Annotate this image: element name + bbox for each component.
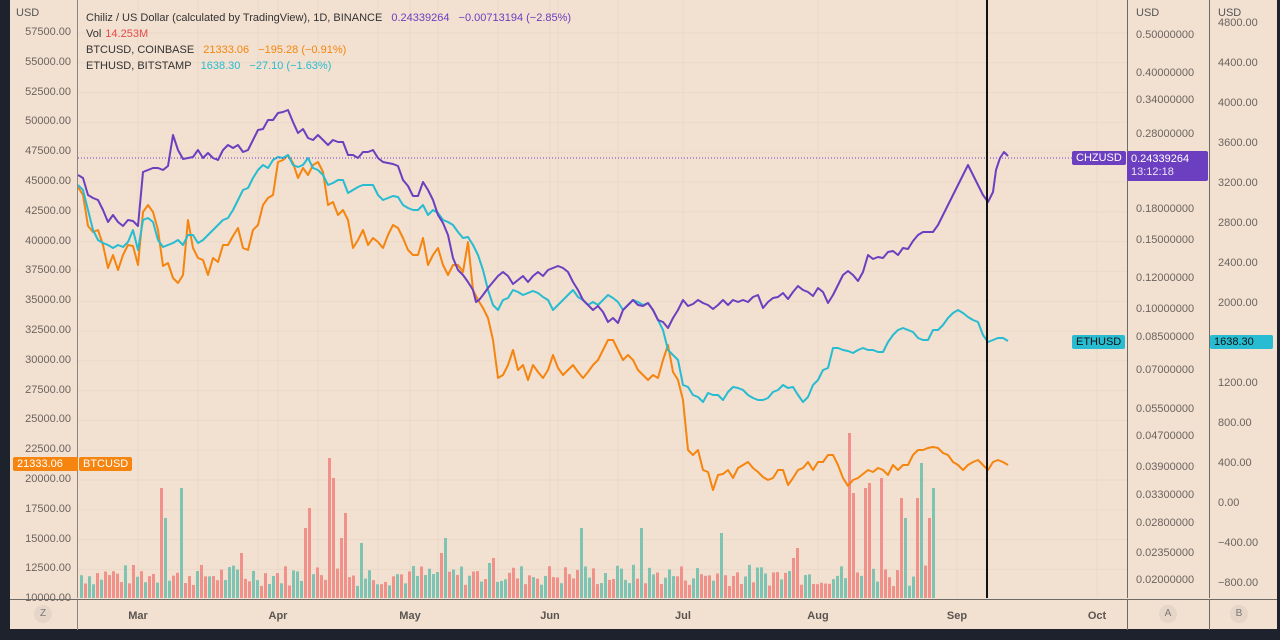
axis-tick-label: 57500.00 — [25, 26, 71, 38]
axis-tick-label: 0.12000000 — [1136, 272, 1195, 284]
axis-tick-label: 32500.00 — [25, 324, 71, 336]
axis-tick-label: 0.40000000 — [1136, 67, 1195, 79]
axis-tick-label: 4000.00 — [1218, 97, 1258, 109]
axis-tick-label: 1200.00 — [1218, 377, 1258, 389]
axis-tick-label: 0.02800000 — [1136, 517, 1195, 529]
axis-tick-label: 0.28000000 — [1136, 128, 1195, 140]
axis-tick-label: 0.03900000 — [1136, 461, 1195, 473]
axis-tick-label: 0.07000000 — [1136, 364, 1195, 376]
axis-a-button[interactable]: A — [1159, 605, 1177, 623]
axis-tick-label: 40000.00 — [25, 234, 71, 247]
axis-tick-label: 0.10000000 — [1136, 303, 1195, 315]
axis-tick-label: 37500.00 — [25, 264, 71, 277]
left-axis-title: USD — [16, 7, 40, 19]
axis-tick-label: −400.00 — [1218, 537, 1259, 549]
legend-main-row[interactable]: Chiliz / US Dollar (calculated by Tradin… — [86, 10, 577, 26]
axis-tick-label: 2000.00 — [1218, 297, 1258, 309]
axis-tick-label: 12500.00 — [25, 562, 71, 575]
volume-value: 14.253M — [105, 28, 149, 40]
btcusd-line[interactable] — [78, 154, 1009, 491]
axis-tick-label: 0.00 — [1218, 497, 1240, 509]
time-axis[interactable]: Z Mar Apr May Jun Jul Aug Sep Oct A B — [10, 599, 1277, 630]
chz-symbol-tag: CHZUSD — [1072, 151, 1126, 165]
axis-tick-label: −800.00 — [1218, 577, 1259, 589]
axis-tick-label: 20000.00 — [25, 473, 71, 485]
chz-price: 0.24339264 — [1131, 153, 1190, 165]
axis-tick-label: 30000.00 — [25, 353, 71, 366]
axis-tick-label: 27500.00 — [25, 383, 71, 396]
legend: Chiliz / US Dollar (calculated by Tradin… — [86, 10, 577, 74]
month-label: May — [399, 610, 421, 622]
axis-a-title: USD — [1136, 7, 1160, 19]
axis-tick-label: 0.15000000 — [1136, 234, 1195, 246]
month-label: Sep — [946, 610, 968, 622]
axis-tick-label: 4400.00 — [1218, 57, 1258, 69]
month-label: Aug — [807, 610, 829, 622]
chz-countdown: 13:12:18 — [1131, 166, 1174, 178]
eth-price: 1638.30 — [200, 60, 241, 72]
btc-title: BTCUSD, COINBASE — [86, 44, 195, 56]
price-axis-a[interactable]: USD 0.50000000 0.40000000 0.34000000 0.2800… — [1127, 0, 1209, 598]
axis-tick-label: 35000.00 — [25, 294, 71, 307]
month-label: Apr — [268, 610, 288, 622]
main-change: −0.00713194 (−2.85%) — [458, 12, 572, 24]
axis-tick-label: 42500.00 — [25, 204, 71, 217]
axis-tick-label: 52500.00 — [25, 85, 71, 98]
btc-change: −195.28 (−0.91%) — [258, 44, 347, 56]
axis-tick-label: 800.00 — [1218, 417, 1252, 429]
eth-price-tag: 1638.30 — [1210, 335, 1273, 349]
axis-tick-label: 15000.00 — [25, 532, 71, 545]
month-label: Jun — [540, 610, 560, 622]
auto-scale-z-button[interactable]: Z — [34, 605, 52, 623]
chzusd-line[interactable] — [78, 109, 1009, 329]
axis-tick-label: 0.02000000 — [1136, 574, 1195, 586]
left-price-axis[interactable]: USD 57500.00 55000.00 52500.00 50000.00 4750… — [10, 0, 78, 604]
legend-eth-row[interactable]: ETHUSD, BITSTAMP 1638.30 −27.10 (−1.63%) — [86, 58, 577, 74]
eth-title: ETHUSD, BITSTAMP — [86, 60, 192, 72]
axis-tick-label: 0.04700000 — [1136, 430, 1195, 442]
main-price: 0.24339264 — [391, 12, 450, 24]
btc-price-tag: 21333.06 — [13, 457, 78, 471]
axis-tick-label: 0.03300000 — [1136, 489, 1195, 501]
axis-tick-label: 2800.00 — [1218, 217, 1258, 229]
axis-tick-label: 0.08500000 — [1136, 331, 1195, 343]
axis-tick-label: 10000.00 — [25, 592, 71, 605]
price-axis-b[interactable]: USD 4800.00 4400.00 4000.00 3600.00 3200.00 2… — [1209, 0, 1278, 598]
volume-label: Vol — [86, 28, 102, 40]
plot-area[interactable] — [78, 0, 1127, 598]
axis-tick-label: 22500.00 — [25, 443, 71, 456]
btc-price: 21333.06 — [203, 44, 250, 56]
eth-symbol-tag: ETHUSD — [1072, 335, 1126, 349]
axis-b-button[interactable]: B — [1230, 605, 1248, 623]
chart-window: USD 57500.00 55000.00 52500.00 50000.00 4750… — [10, 0, 1278, 630]
axis-tick-label: 0.02350000 — [1136, 547, 1195, 559]
axis-tick-label: 0.34000000 — [1136, 94, 1195, 106]
legend-volume-row[interactable]: Vol 14.253M — [86, 26, 577, 42]
ethusd-line[interactable] — [78, 154, 1009, 403]
axis-tick-label: 0.50000000 — [1136, 29, 1195, 41]
month-label: Oct — [1087, 610, 1107, 622]
axis-tick-label: 25000.00 — [25, 413, 71, 426]
axis-tick-label: 47500.00 — [25, 145, 71, 158]
axis-tick-label: 17500.00 — [25, 502, 71, 515]
legend-btc-row[interactable]: BTCUSD, COINBASE 21333.06 −195.28 (−0.91… — [86, 42, 577, 58]
axis-b-title: USD — [1218, 7, 1242, 19]
month-label: Mar — [128, 610, 148, 622]
axis-tick-label: 400.00 — [1218, 457, 1252, 469]
btc-symbol-tag: BTCUSD — [79, 457, 133, 471]
axis-tick-label: 50000.00 — [25, 115, 71, 128]
chz-price-tag: 0.24339264 13:12:18 — [1127, 151, 1208, 181]
axis-tick-label: 3200.00 — [1218, 177, 1258, 189]
axis-tick-label: 2400.00 — [1218, 257, 1258, 269]
axis-tick-label: 0.18000000 — [1136, 203, 1195, 215]
month-label: Jul — [675, 610, 691, 622]
main-symbol-title: Chiliz / US Dollar (calculated by Tradin… — [86, 12, 383, 24]
axis-tick-label: 45000.00 — [25, 175, 71, 187]
axis-tick-label: 0.05500000 — [1136, 403, 1195, 415]
axis-tick-label: 55000.00 — [25, 55, 71, 68]
axis-tick-label: 4800.00 — [1218, 17, 1258, 29]
eth-change: −27.10 (−1.63%) — [249, 60, 332, 72]
axis-tick-label: 3600.00 — [1218, 137, 1258, 149]
